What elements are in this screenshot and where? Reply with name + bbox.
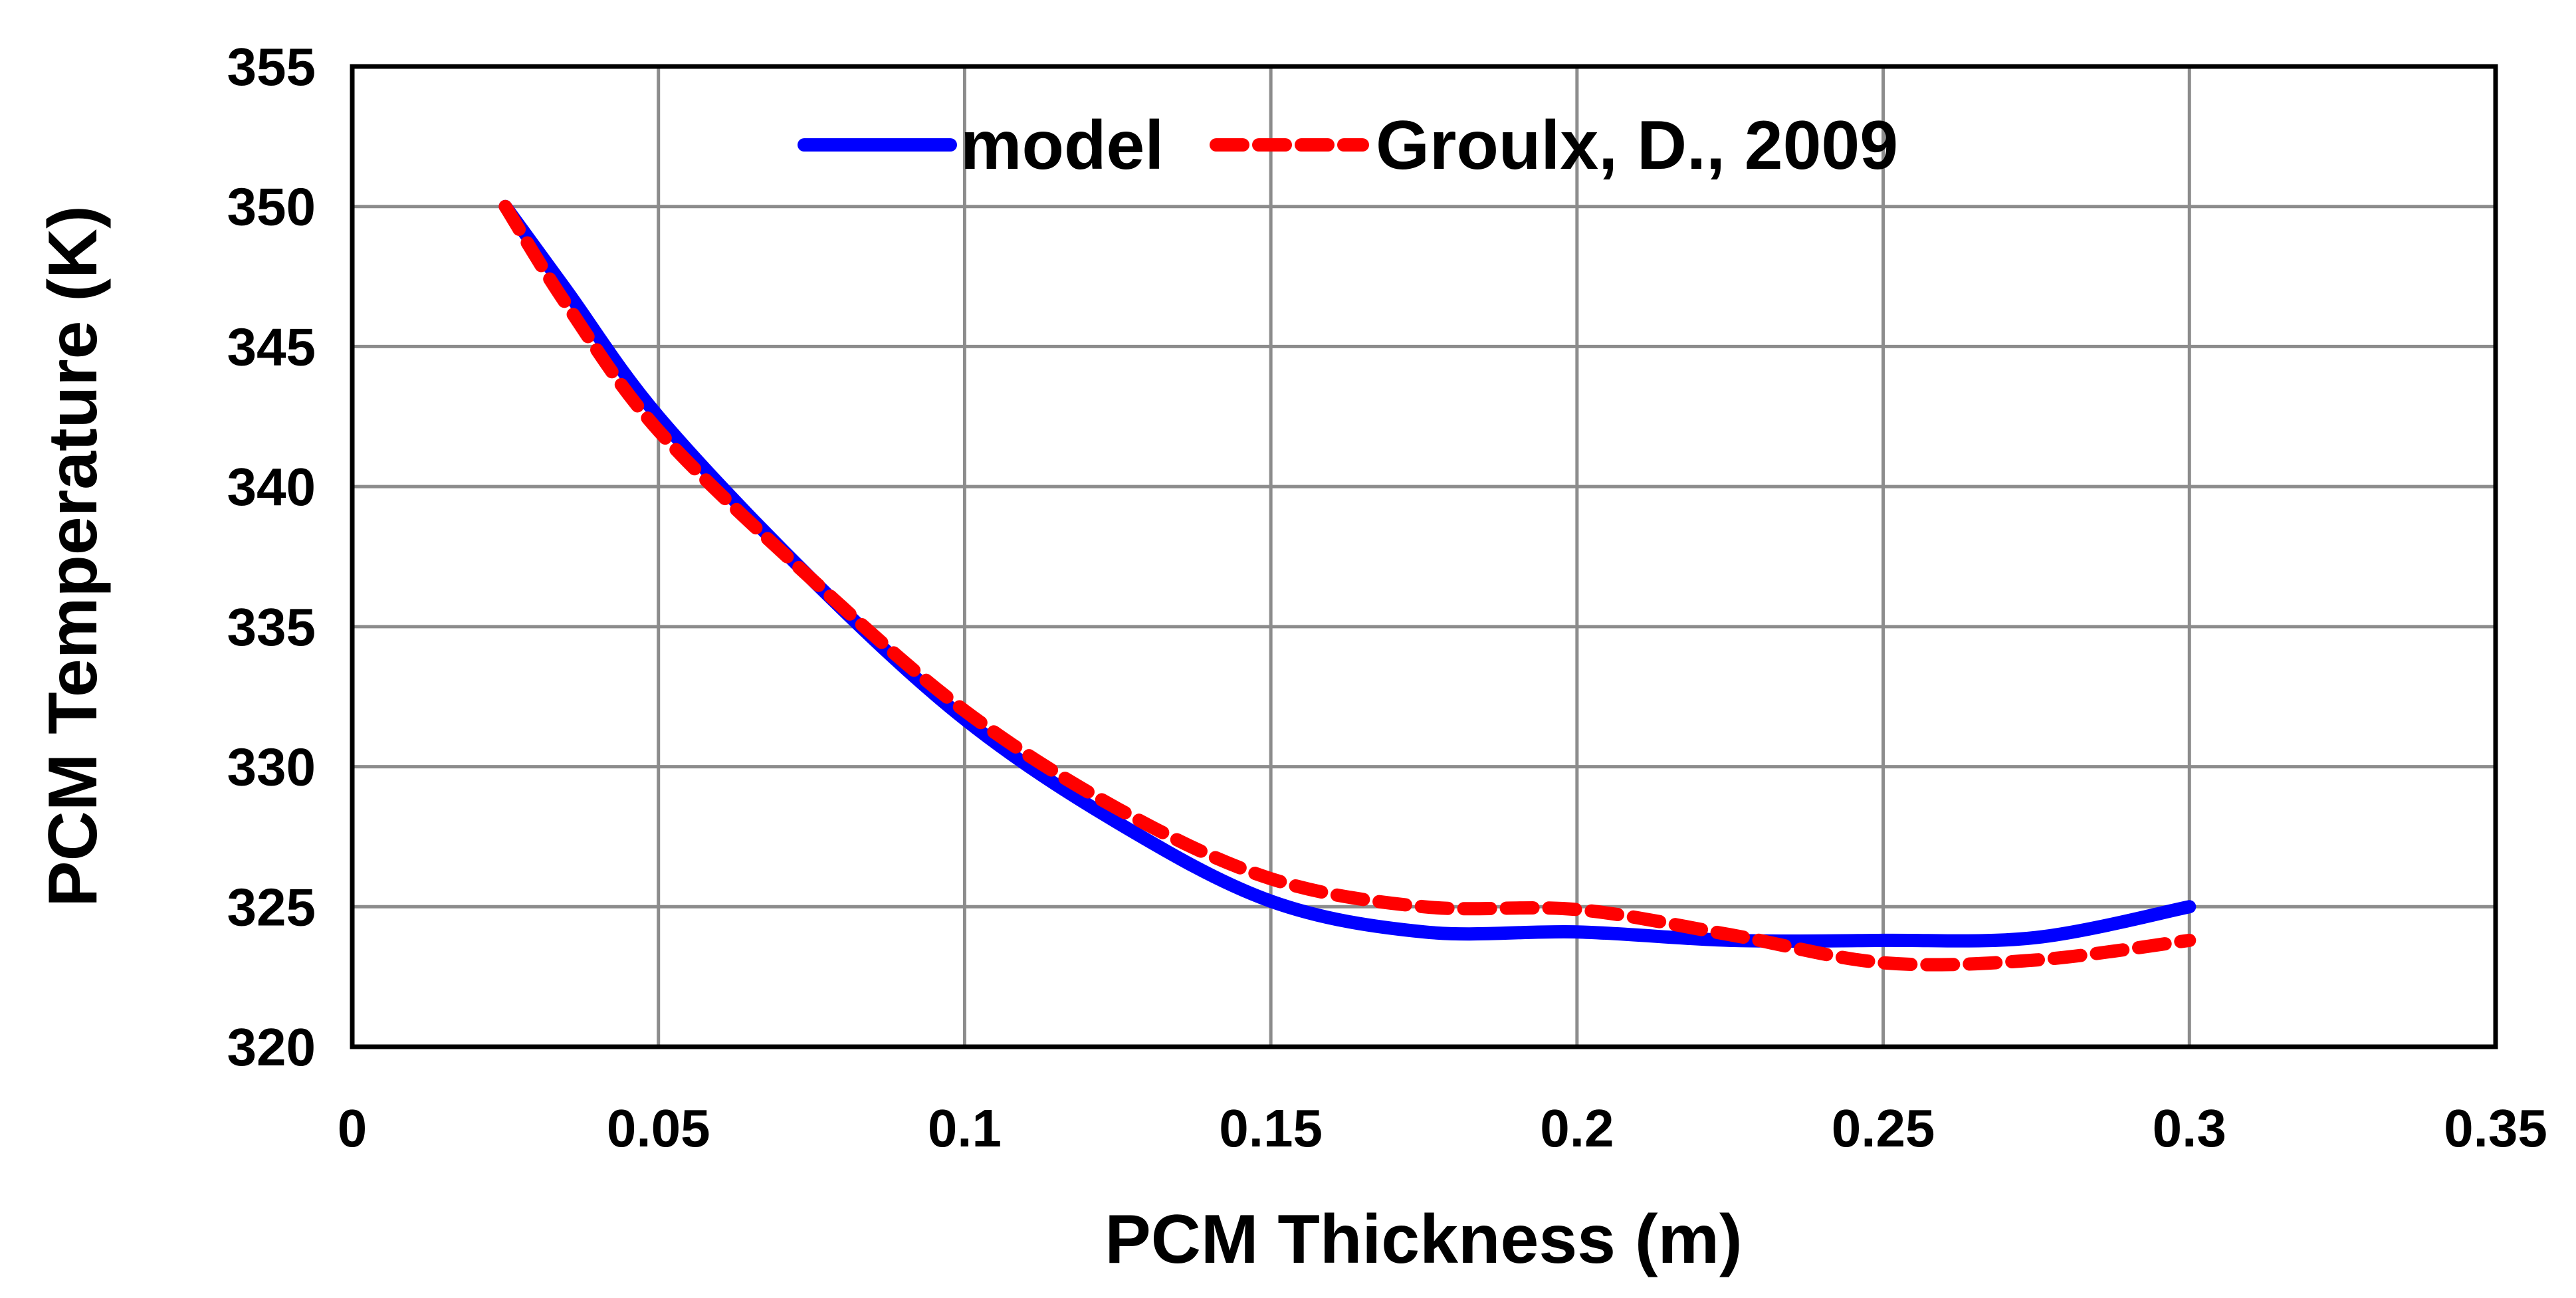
- x-tick-label: 0.3: [2153, 1099, 2226, 1158]
- legend: model Groulx, D., 2009: [798, 107, 1898, 184]
- x-tick-label: 0.1: [928, 1099, 1002, 1158]
- y-tick-label: 335: [227, 597, 316, 657]
- x-tick-label: 0: [338, 1099, 368, 1158]
- y-tick-label: 345: [227, 317, 316, 376]
- tick-labels: 0 0.05 0.1 0.15 0.2 0.25 0.3 0.35 320 325 330 335 34…: [227, 37, 2547, 1158]
- legend-label-model: model: [960, 107, 1164, 184]
- plot-area-background: [352, 66, 2496, 1047]
- x-tick-label: 0.05: [607, 1099, 710, 1158]
- y-tick-label: 350: [227, 177, 316, 237]
- gridlines: [352, 66, 2496, 1047]
- x-axis-title: PCM Thickness (m): [1105, 1201, 1742, 1278]
- series-line-model: [498, 199, 2197, 948]
- legend-label-groulx: Groulx, D., 2009: [1376, 107, 1898, 184]
- x-tick-label: 0.25: [1832, 1099, 1935, 1158]
- x-tick-label: 0.2: [1540, 1099, 1614, 1158]
- series-lines: [498, 199, 2197, 972]
- x-tick-label: 0.15: [1219, 1099, 1323, 1158]
- y-tick-label: 340: [227, 457, 316, 516]
- y-tick-label: 330: [227, 738, 316, 797]
- y-tick-label: 320: [227, 1018, 316, 1077]
- x-tick-label: 0.35: [2444, 1099, 2547, 1158]
- y-tick-label: 355: [227, 37, 316, 96]
- y-tick-label: 325: [227, 877, 316, 936]
- plot-area-border: [350, 64, 2498, 1049]
- series-line-groulx: [498, 199, 2197, 972]
- y-axis-title: PCM Temperature (K): [35, 205, 112, 907]
